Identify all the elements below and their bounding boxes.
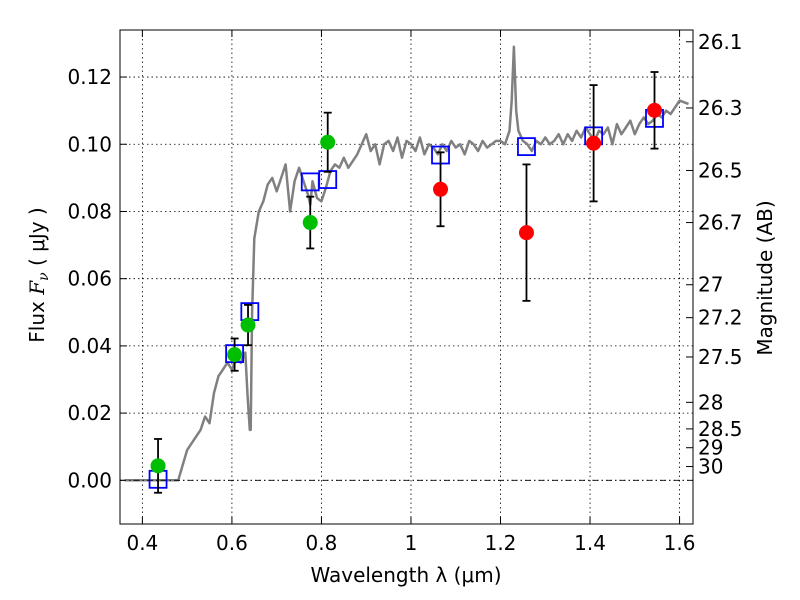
grid-layer bbox=[120, 30, 693, 524]
y2-tick-label: 29 bbox=[698, 436, 723, 460]
observed-flux-point bbox=[433, 181, 449, 197]
x-axis-label: Wavelength λ (μm) bbox=[310, 563, 501, 587]
observed-flux-point bbox=[150, 458, 166, 474]
x-tick-label: 0.6 bbox=[216, 531, 248, 555]
y2-axis-label: Magnitude (AB) bbox=[753, 200, 777, 355]
y2-tick-label: 30 bbox=[698, 455, 723, 479]
x-tick-label: 1.4 bbox=[574, 531, 606, 555]
y-axis-label: Flux Fν ( μJy ) bbox=[25, 207, 52, 342]
data-layer bbox=[120, 45, 693, 494]
ticks-layer: 0.4 0.6 0.8 1 1.2 1.4 1.6 0.00 0.02 0.04 0.06 0.08 0… bbox=[67, 30, 742, 555]
x-tick-label: 1 bbox=[405, 531, 418, 555]
y-tick-label: 0.08 bbox=[67, 199, 112, 223]
y2-tick-label: 27.5 bbox=[698, 345, 743, 369]
observed-flux-point bbox=[586, 135, 602, 151]
x-tick-label: 1.2 bbox=[485, 531, 517, 555]
y-tick-label: 0.10 bbox=[67, 132, 112, 156]
y2-tick-label: 28.5 bbox=[698, 417, 743, 441]
y-tick-label: 0.00 bbox=[67, 468, 112, 492]
plot-frame bbox=[119, 29, 694, 525]
x-tick-label: 0.4 bbox=[126, 531, 158, 555]
model-flux-square bbox=[517, 137, 536, 157]
y-axis-label-prefix: Flux bbox=[25, 295, 49, 343]
observed-flux-point bbox=[518, 225, 534, 241]
x-tick-label: 1.6 bbox=[664, 531, 696, 555]
y-tick-label: 0.12 bbox=[67, 65, 112, 89]
y2-tick-label: 27.2 bbox=[698, 306, 743, 330]
observed-flux-point bbox=[302, 215, 318, 231]
y-tick-label: 0.06 bbox=[67, 267, 112, 291]
y-tick-label: 0.02 bbox=[67, 401, 112, 425]
y-axis-label-suffix: ( μJy ) bbox=[25, 207, 49, 272]
model-spectrum-line bbox=[124, 45, 689, 482]
y2-tick-label: 26.1 bbox=[698, 30, 743, 54]
y2-tick-label: 26.7 bbox=[698, 211, 743, 235]
observed-flux-point bbox=[227, 347, 243, 363]
observed-flux-point bbox=[320, 134, 336, 150]
y-axis-label-symbol: F bbox=[25, 280, 49, 296]
y2-tick-label: 26.3 bbox=[698, 96, 743, 120]
observed-flux-point bbox=[240, 317, 256, 333]
x-tick-label: 0.8 bbox=[306, 531, 338, 555]
y-tick-label: 0.04 bbox=[67, 334, 112, 358]
y2-tick-label: 28 bbox=[698, 390, 723, 414]
y2-tick-label: 26.5 bbox=[698, 158, 743, 182]
y2-tick-label: 27 bbox=[698, 273, 723, 297]
y-axis-label-subscript: ν bbox=[36, 272, 52, 281]
observed-flux-point bbox=[647, 102, 663, 118]
